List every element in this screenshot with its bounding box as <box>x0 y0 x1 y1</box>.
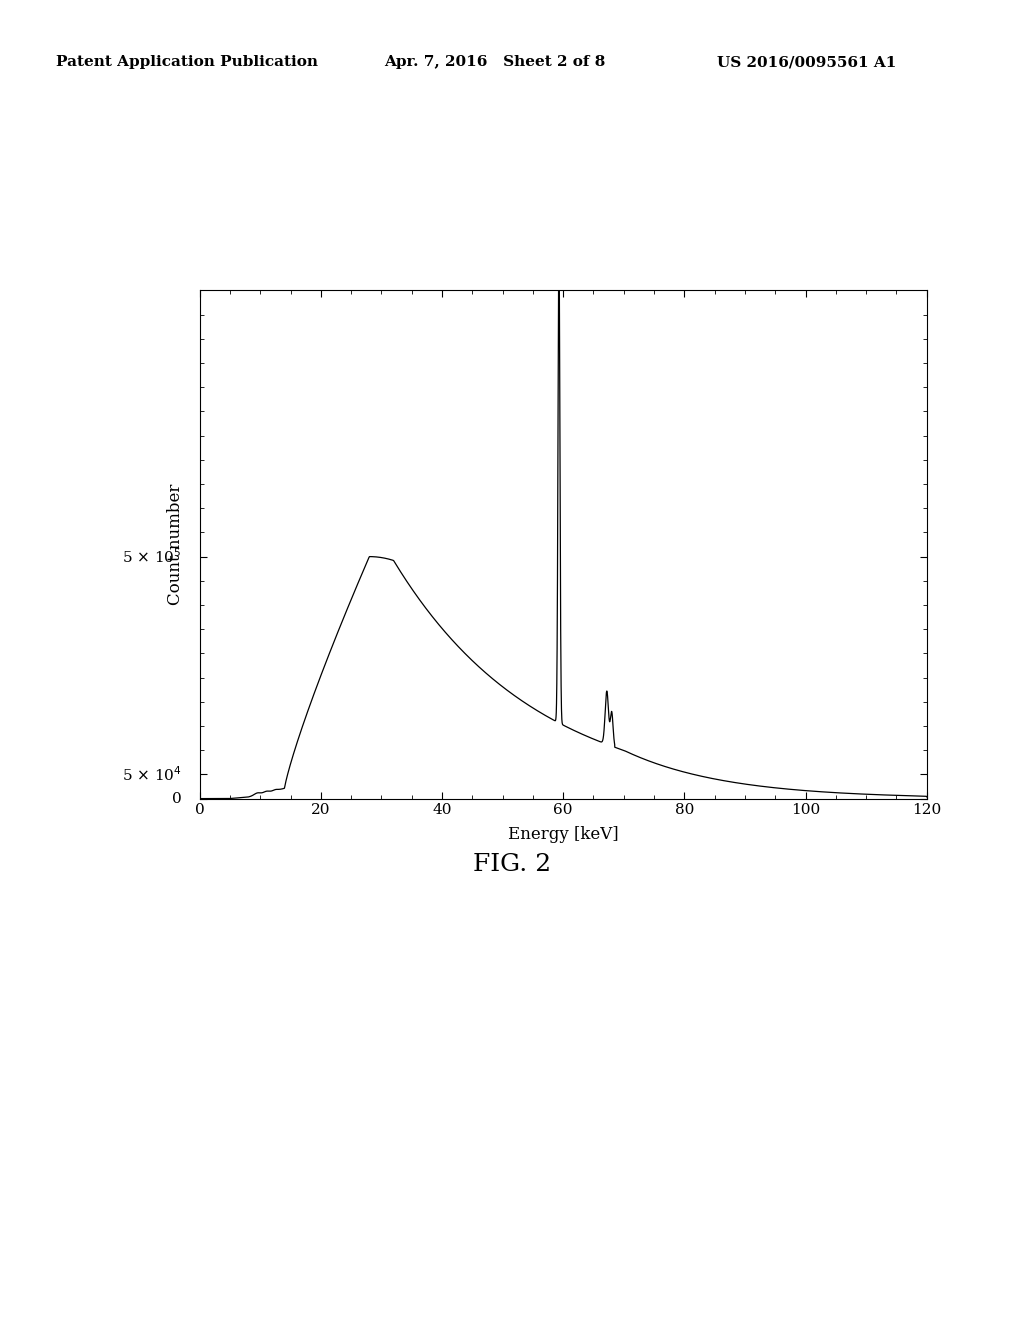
Text: 5 $\times$ 10$^{5}$: 5 $\times$ 10$^{5}$ <box>122 548 181 566</box>
Text: 5 $\times$ 10$^{4}$: 5 $\times$ 10$^{4}$ <box>122 766 181 784</box>
Y-axis label: Count number: Count number <box>167 484 183 605</box>
X-axis label: Energy [keV]: Energy [keV] <box>508 826 618 842</box>
Text: Patent Application Publication: Patent Application Publication <box>56 55 318 70</box>
Text: US 2016/0095561 A1: US 2016/0095561 A1 <box>717 55 896 70</box>
Text: 0: 0 <box>172 792 181 805</box>
Text: Apr. 7, 2016   Sheet 2 of 8: Apr. 7, 2016 Sheet 2 of 8 <box>384 55 605 70</box>
Text: FIG. 2: FIG. 2 <box>473 853 551 876</box>
